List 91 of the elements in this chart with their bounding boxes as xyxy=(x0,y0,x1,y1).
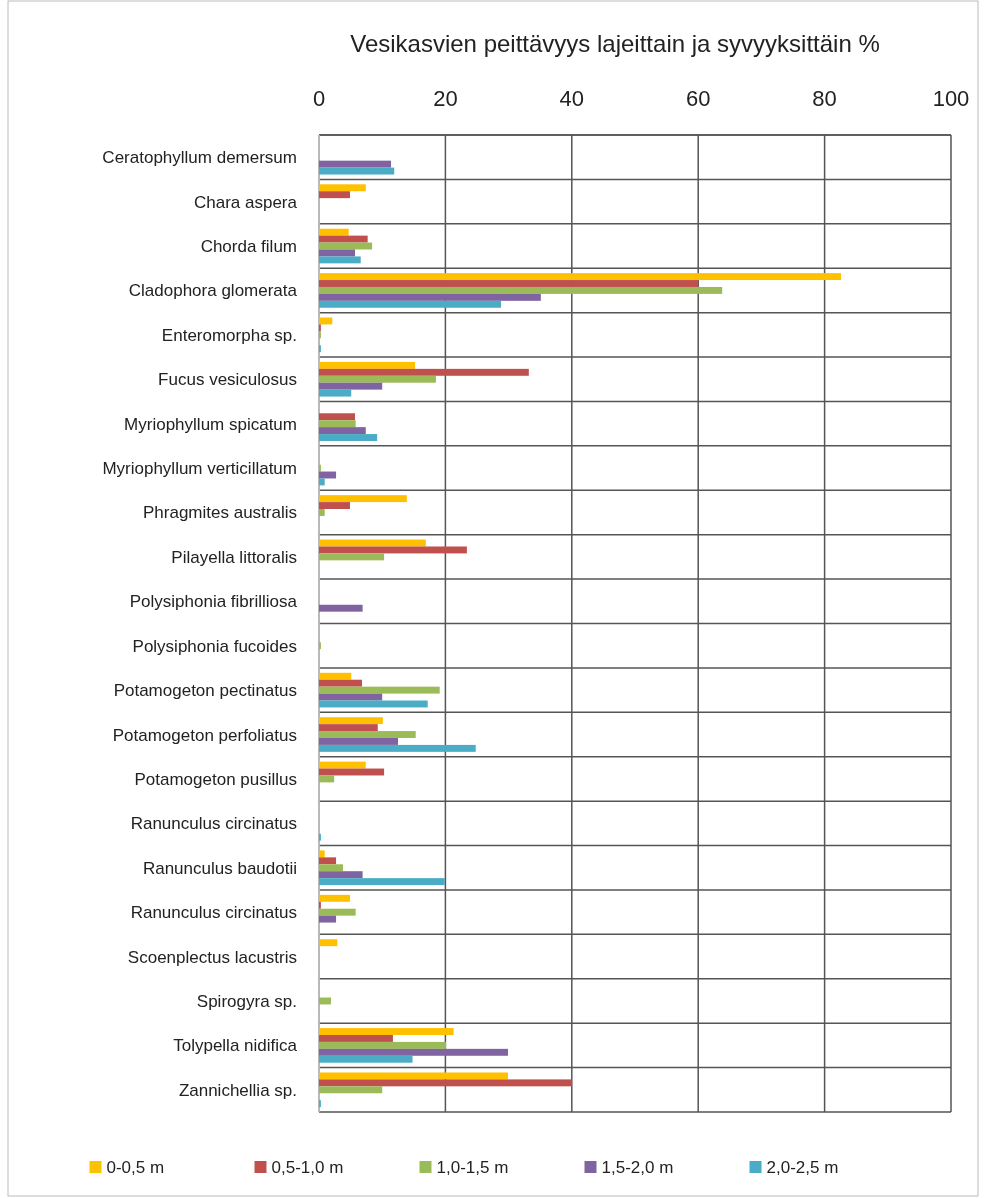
bar xyxy=(319,368,529,376)
bar xyxy=(319,280,699,287)
bar xyxy=(319,509,325,516)
bar xyxy=(319,850,325,858)
chart-title: Vesikasvien peittävyys lajeittain ja syvyyksittäin % xyxy=(350,30,880,57)
bar xyxy=(319,724,378,732)
bar xyxy=(319,604,363,612)
bar xyxy=(319,857,337,865)
bar xyxy=(319,1041,447,1049)
bar xyxy=(319,228,349,236)
y-tick-label: Myriophyllum spicatum xyxy=(124,414,297,434)
bar xyxy=(319,1028,454,1035)
bar xyxy=(319,249,356,257)
y-tick-label: Zannichellia sp. xyxy=(178,1080,297,1100)
bar xyxy=(319,717,383,725)
bar xyxy=(319,495,407,503)
y-tick-label: Pilayella littoralis xyxy=(171,547,297,567)
y-tick-label: Scoenplectus lacustris xyxy=(127,947,297,967)
x-tick-label: 60 xyxy=(685,86,711,111)
bar xyxy=(319,908,356,916)
bar xyxy=(319,693,383,701)
bar xyxy=(319,1048,508,1056)
y-tick-label: Phragmites australis xyxy=(142,503,297,523)
bar xyxy=(319,286,723,294)
bar xyxy=(319,1079,572,1087)
bar xyxy=(319,235,368,243)
bar xyxy=(319,300,502,308)
bar xyxy=(319,871,363,879)
y-tick-label: Potamogeton pusillus xyxy=(134,769,297,789)
y-tick-label: Chara aspera xyxy=(193,192,298,212)
y-tick-label: Potamogeton pectinatus xyxy=(113,681,297,701)
bar xyxy=(319,389,352,397)
bar xyxy=(319,184,366,192)
bar xyxy=(319,413,356,421)
bar xyxy=(319,256,361,264)
y-tick-label: Ranunculus circinatus xyxy=(130,814,297,834)
bar xyxy=(319,273,842,281)
legend-label: 0-0,5 m xyxy=(106,1158,165,1177)
x-tick-label: 100 xyxy=(932,86,970,111)
bar xyxy=(319,546,467,554)
y-tick-label: Spirogyra sp. xyxy=(196,991,297,1011)
legend-label: 0,5-1,0 m xyxy=(271,1158,344,1177)
bar xyxy=(319,737,398,745)
y-tick-label: Ranunculus circinatus xyxy=(130,903,297,923)
bar xyxy=(319,382,383,390)
bar xyxy=(319,427,366,435)
legend-label: 1,5-2,0 m xyxy=(601,1158,674,1177)
bar xyxy=(319,679,362,687)
bar xyxy=(319,434,378,441)
y-tick-label: Ceratophyllum demersum xyxy=(102,148,297,168)
x-tick-label: 80 xyxy=(812,86,837,111)
bar xyxy=(319,160,392,168)
y-tick-label: Polysiphonia fibrilliosa xyxy=(129,592,298,612)
x-tick-label: 40 xyxy=(559,86,585,111)
bar xyxy=(319,420,356,428)
bar xyxy=(319,672,352,680)
bar xyxy=(319,1034,393,1042)
legend-label: 2,0-2,5 m xyxy=(766,1158,839,1177)
y-tick-label: Cladophora glomerata xyxy=(128,281,298,301)
bar xyxy=(319,915,337,923)
bar xyxy=(319,502,350,510)
bar xyxy=(319,361,416,369)
y-tick-label: Chorda filum xyxy=(200,237,297,257)
bar xyxy=(319,731,416,738)
bar xyxy=(319,864,344,872)
bar xyxy=(319,744,476,752)
x-tick-label: 0 xyxy=(312,86,326,111)
y-tick-label: Myriophyllum verticillatum xyxy=(102,459,297,479)
y-tick-label: Potamogeton perfoliatus xyxy=(112,725,297,745)
bar xyxy=(319,478,325,486)
bar xyxy=(319,686,440,694)
y-tick-label: Fucus vesiculosus xyxy=(158,370,297,390)
bar xyxy=(319,1086,383,1094)
bar xyxy=(319,939,338,947)
bar xyxy=(319,375,436,383)
x-tick-label: 20 xyxy=(433,86,458,111)
bar xyxy=(319,191,350,199)
y-tick-label: Ranunculus baudotii xyxy=(142,858,297,878)
bar xyxy=(319,1055,413,1063)
legend-label: 1,0-1,5 m xyxy=(436,1158,509,1177)
bar xyxy=(319,878,445,886)
bar xyxy=(319,553,385,561)
bar xyxy=(319,761,366,769)
bar xyxy=(319,894,350,902)
bar xyxy=(319,775,335,783)
y-tick-label: Polysiphonia fucoides xyxy=(132,636,297,656)
bar xyxy=(319,293,541,301)
bar xyxy=(319,167,395,175)
y-tick-label: Tolypella nidifica xyxy=(173,1036,298,1056)
y-tick-label: Enteromorpha sp. xyxy=(161,325,297,345)
bar xyxy=(319,1072,508,1080)
